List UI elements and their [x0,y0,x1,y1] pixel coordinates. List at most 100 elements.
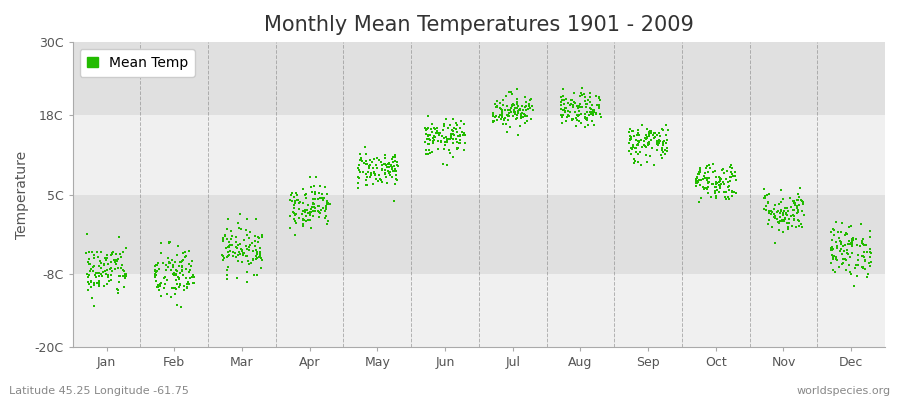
Point [379,174,393,180]
Point [770,216,785,223]
Point [622,147,636,154]
Point [100,251,114,258]
Point [356,160,371,166]
Point [255,232,269,238]
Point [251,254,266,260]
Point [82,261,96,268]
Point [315,191,329,198]
Point [716,179,730,185]
Point [149,283,164,290]
Point [283,213,297,219]
Point [355,158,369,164]
Point [584,106,598,112]
Point [112,234,126,240]
Point [849,236,863,242]
Point [421,113,436,120]
Point [779,210,794,216]
Point [233,240,248,247]
Point [86,255,101,262]
Point [829,238,843,245]
Point [308,191,322,197]
Point [522,100,536,107]
Point [833,246,848,252]
Point [713,177,727,184]
Point [713,175,727,182]
Point [354,156,368,162]
Point [161,260,176,266]
Point [252,235,266,242]
Point [223,248,238,255]
Point [559,118,573,125]
Point [385,166,400,172]
Bar [73,194,885,274]
Point [167,270,182,276]
Point [174,304,188,310]
Point [771,220,786,226]
Point [184,274,199,280]
Point [777,218,791,224]
Point [374,166,389,172]
Point [174,259,188,265]
Point [226,253,240,259]
Point [184,262,198,269]
Point [369,162,383,168]
Point [300,206,314,213]
Point [828,269,842,275]
Point [302,212,317,218]
Point [510,101,525,108]
Point [488,114,502,120]
Point [449,136,464,142]
Point [767,206,781,212]
Point [351,179,365,186]
Point [148,261,163,268]
Point [166,264,180,271]
Point [572,102,586,109]
Point [630,132,644,138]
Point [623,137,637,143]
Point [641,141,655,148]
Point [836,256,850,262]
Point [584,102,598,108]
Point [320,201,335,208]
Point [656,141,670,148]
Point [450,128,464,135]
Point [644,130,658,136]
Point [842,238,857,244]
Point [768,212,782,219]
Point [554,94,568,100]
Point [788,200,802,206]
Point [92,280,106,287]
Point [558,108,572,115]
Point [509,105,524,111]
Point [91,280,105,287]
Point [692,165,706,172]
Point [385,159,400,165]
Point [858,266,872,272]
Point [786,222,800,229]
Point [380,164,394,171]
Point [487,117,501,124]
Point [645,145,660,152]
Point [426,140,440,147]
Point [318,215,332,221]
Point [86,264,100,270]
Point [573,119,588,126]
Point [154,293,168,300]
Point [362,162,376,169]
Text: worldspecies.org: worldspecies.org [796,386,891,396]
Point [385,174,400,180]
Point [640,126,654,132]
Point [437,146,452,152]
Point [651,141,665,148]
Point [299,191,313,197]
Point [437,139,452,146]
Point [153,280,167,286]
Point [554,97,569,103]
Point [642,131,656,137]
Point [824,247,839,253]
Point [841,241,855,247]
Point [795,224,809,230]
Point [556,85,571,92]
Point [385,164,400,170]
Point [510,86,525,92]
